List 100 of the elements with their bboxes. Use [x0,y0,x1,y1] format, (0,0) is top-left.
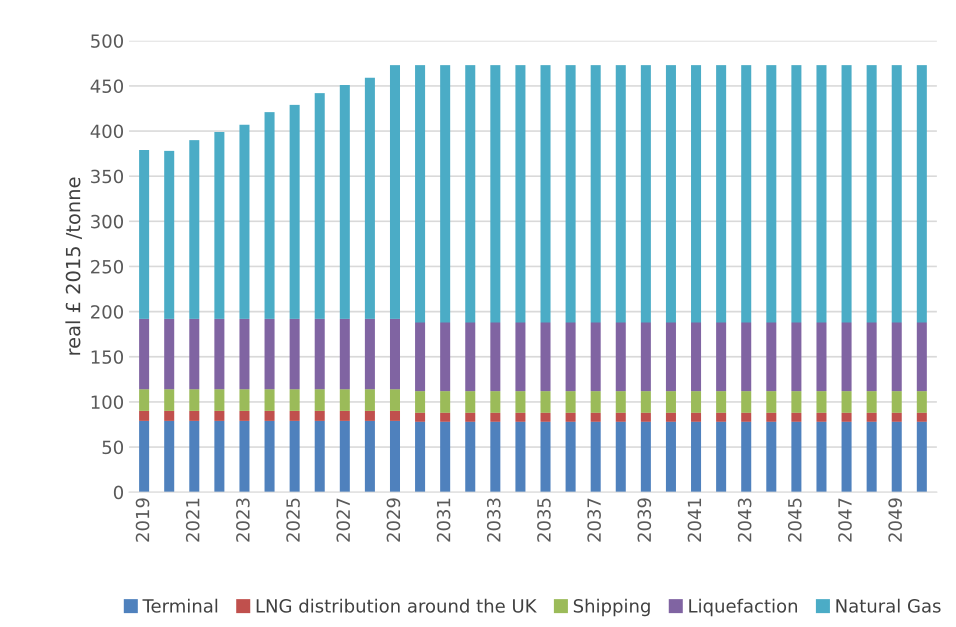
bar [415,422,426,492]
bar [364,389,375,411]
legend-label: Shipping [574,598,650,616]
bar [540,322,551,392]
bar [490,322,500,392]
x-tick-label: 2023 [236,498,250,542]
bar [490,412,500,422]
bar [540,412,551,422]
bar [164,150,174,319]
bar [314,318,325,390]
x-tick-label: 2047 [838,498,852,542]
bar [214,132,224,319]
bar [189,420,200,492]
bar [239,124,250,319]
y-tick-label: 350 [91,170,123,184]
legend-label: Terminal [142,598,218,613]
bar [290,389,300,411]
bar [691,412,702,422]
bar [791,322,802,392]
bar [590,391,601,413]
bar [139,150,150,319]
bar [214,410,224,421]
bar [741,391,752,413]
x-tick-label: 2031 [436,498,450,542]
bar [164,410,174,421]
bar [666,412,676,422]
bar [791,412,802,422]
legend-label: Liquefaction [689,598,798,616]
x-tick-label: 2045 [788,498,802,542]
bar [566,65,576,322]
bar [364,318,375,390]
bar [214,389,224,411]
bar [716,422,726,492]
bar [741,412,752,422]
y-tick-label: 500 [91,34,123,48]
bar [566,422,576,492]
bar [290,104,300,319]
bar [440,412,450,422]
x-tick-label: 2037 [587,498,601,542]
bar [866,422,877,492]
bar [766,391,776,413]
bar [490,422,500,492]
bar [465,391,476,413]
bar [440,391,450,413]
bar [340,389,350,411]
bar [515,391,526,413]
x-tick-label: 2033 [486,498,501,542]
bar [515,412,526,422]
legend-label: Natural Gas [836,598,941,613]
bar [716,391,726,413]
bar [640,322,651,392]
bar [214,318,224,390]
bar [916,322,927,392]
y-tick-label: 450 [90,79,123,94]
bar [264,112,275,319]
bar [716,65,726,322]
bar [164,318,174,390]
bar [892,391,902,413]
bar [314,93,325,319]
bar [290,318,300,390]
y-tick-label: 200 [91,305,123,319]
bar [566,322,576,392]
bar [892,322,902,392]
bar [139,420,150,492]
bar [816,422,826,492]
bar [264,410,275,421]
bar [616,391,626,413]
bar [866,65,877,322]
bar [290,410,300,421]
y-tick-label: 100 [92,395,123,410]
bar [666,322,676,392]
bar [314,410,325,421]
bar [616,65,626,322]
bar [415,65,426,322]
bar [640,412,651,422]
bar [842,65,852,322]
bar [616,422,626,492]
bar [189,389,200,411]
bar [415,391,426,413]
bar [340,318,350,390]
bar [540,422,551,492]
legend-label: LNG distribution around the UK [256,598,537,613]
bar [340,410,350,421]
bar [164,420,174,492]
x-tick-label: 2041 [688,498,702,542]
bar [766,65,776,322]
bar [892,422,902,492]
bar [139,410,150,421]
bar [640,65,651,322]
bar [364,78,375,319]
bar [640,422,651,492]
bar [515,422,526,492]
bar [465,65,476,322]
x-tick-label: 2021 [186,498,200,542]
bar [566,391,576,413]
bar [866,412,877,422]
bar [766,412,776,422]
bar [390,410,400,421]
bar [139,389,150,411]
bar [916,422,927,492]
